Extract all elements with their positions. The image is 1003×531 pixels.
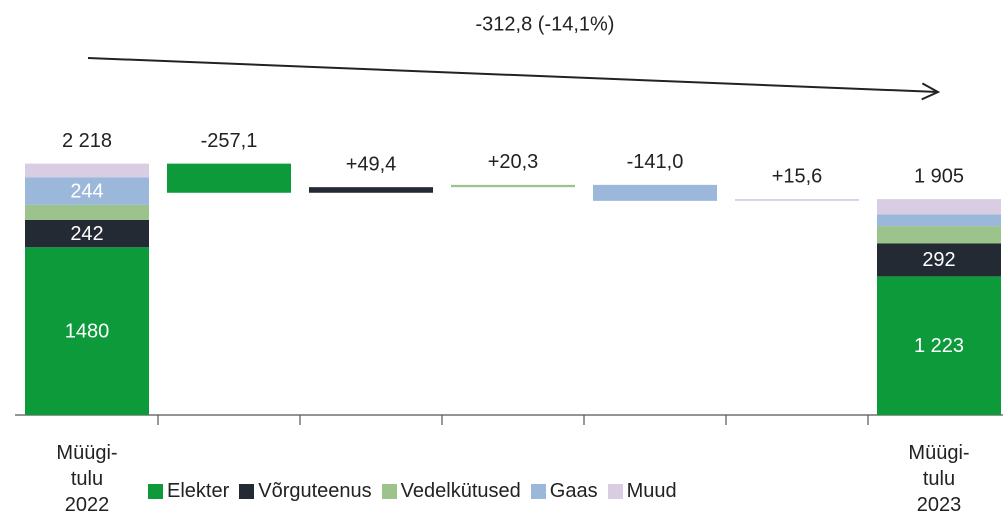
legend-item: Vedelkütused bbox=[381, 480, 521, 503]
legend-item: Muud bbox=[607, 480, 677, 503]
legend: Elekter Võrguteenus Vedelkütused Gaas Muud bbox=[148, 480, 677, 503]
legend-label: Vedelkütused bbox=[400, 480, 521, 502]
legend-item: Elekter bbox=[148, 480, 229, 503]
bar-segment bbox=[25, 177, 149, 205]
segment-label: 1 223 bbox=[914, 335, 964, 357]
legend-swatch bbox=[607, 484, 623, 499]
legend-label: Gaas bbox=[549, 480, 598, 502]
legend-label: Võrguteenus bbox=[258, 480, 372, 502]
bar-segment bbox=[877, 214, 1001, 227]
annotation: -312,8 (-14,1%) bbox=[476, 13, 615, 35]
legend-label: Muud bbox=[626, 480, 677, 502]
change-bar bbox=[735, 199, 859, 201]
bar-segment bbox=[25, 204, 149, 220]
legend-swatch bbox=[381, 484, 397, 499]
bar-segment bbox=[877, 276, 1001, 415]
segment-label: 244 bbox=[70, 180, 103, 202]
change-bar bbox=[309, 187, 433, 193]
segment-label: 242 bbox=[70, 223, 103, 245]
x-tick-label: Müügi- tulu 2023 bbox=[908, 442, 970, 516]
segment-label: 1480 bbox=[65, 320, 110, 342]
segment-label: 292 bbox=[922, 249, 955, 271]
change-label: +20,3 bbox=[488, 151, 539, 173]
change-bar bbox=[167, 163, 291, 193]
bar-segment bbox=[877, 226, 1001, 244]
legend-swatch bbox=[530, 484, 546, 499]
x-tick-label: Müügi- tulu 2022 bbox=[56, 442, 118, 516]
bar-segment bbox=[25, 219, 149, 248]
bar-segment bbox=[25, 163, 149, 178]
legend-swatch bbox=[148, 484, 163, 499]
bar-segment bbox=[877, 199, 1001, 215]
legend-item: Gaas bbox=[530, 480, 598, 503]
change-label: -141,0 bbox=[627, 151, 684, 173]
change-label: +15,6 bbox=[772, 165, 823, 187]
total-label: 2 218 bbox=[62, 130, 112, 152]
legend-swatch bbox=[239, 484, 255, 499]
arrow bbox=[87, 57, 938, 92]
legend-label: Elekter bbox=[167, 480, 230, 502]
total-label: 1 905 bbox=[914, 165, 964, 187]
change-bar bbox=[451, 184, 575, 188]
bar-segment bbox=[877, 243, 1001, 277]
legend-item: Võrguteenus bbox=[239, 480, 372, 503]
change-bar bbox=[593, 184, 717, 201]
bar-segment bbox=[25, 247, 149, 415]
change-label: +49,4 bbox=[346, 153, 397, 175]
change-label: -257,1 bbox=[201, 130, 258, 152]
